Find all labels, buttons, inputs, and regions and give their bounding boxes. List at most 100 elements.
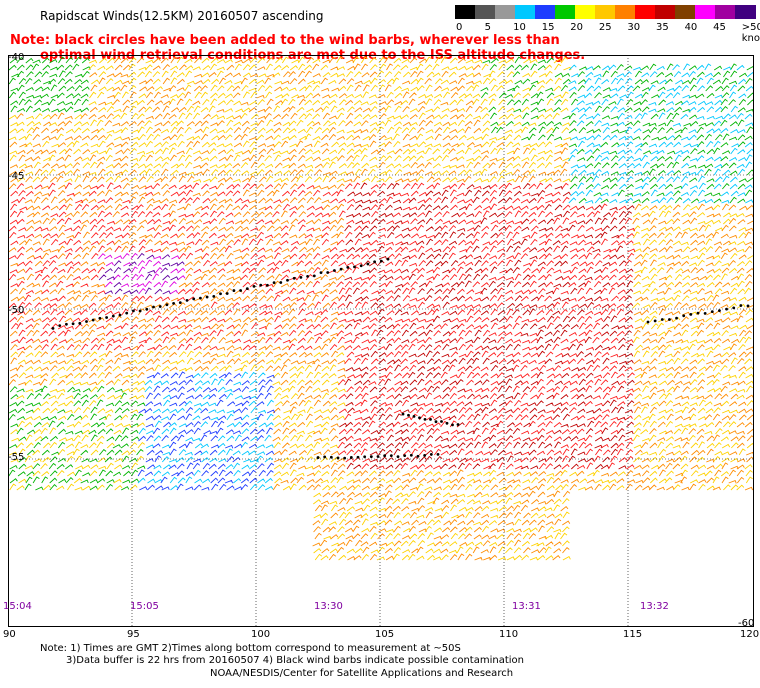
- graticule: [8, 55, 754, 627]
- contamination-dot: [373, 260, 376, 264]
- wind-speed-legend: 0 5 10 15 20 25 30 35 40 45 >50 knots: [455, 5, 760, 44]
- contamination-dot: [710, 310, 714, 313]
- contamination-dot: [445, 421, 449, 425]
- lon-label-105: 105: [375, 629, 395, 640]
- contamination-dot: [339, 267, 343, 271]
- contamination-dot: [245, 287, 249, 291]
- contamination-dot: [660, 318, 664, 321]
- contamination-dot: [329, 455, 333, 459]
- wind-barb-group-mag: [98, 252, 186, 295]
- contamination-dot: [58, 324, 62, 328]
- legend-swatch: [595, 5, 616, 19]
- contamination-dot: [682, 314, 686, 318]
- map-frame: [8, 55, 754, 627]
- contamination-dot: [703, 311, 707, 315]
- lat-label-40: -40: [8, 52, 25, 63]
- time-label-3: 13:30: [314, 601, 343, 612]
- contamination-dot: [199, 296, 202, 300]
- footer-note-2: 3)Data buffer is 22 hrs from 20160507 4)…: [66, 655, 524, 666]
- contamination-dot: [239, 289, 243, 292]
- contamination-dot: [212, 294, 216, 298]
- contamination-dot: [252, 285, 256, 288]
- contamination-dot: [359, 264, 363, 268]
- contamination-dot: [409, 453, 413, 457]
- contamination-dot: [668, 318, 671, 321]
- legend-label: 0: [456, 22, 463, 33]
- contamination-dot: [292, 276, 296, 280]
- legend-swatch: [615, 5, 636, 19]
- contamination-dot: [306, 274, 309, 278]
- contamination-dot: [178, 301, 182, 305]
- contamination-dot: [312, 274, 316, 278]
- wind-barbs: [8, 56, 754, 561]
- contamination-dot: [185, 299, 189, 302]
- contamination-dot: [440, 420, 443, 423]
- lon-label-95: 95: [127, 629, 140, 640]
- contamination-dot: [739, 304, 743, 307]
- contamination-dot: [152, 305, 155, 309]
- contamination-dot: [349, 456, 353, 459]
- wind-barb-group-dred: [338, 182, 635, 470]
- lon-label-120: 120: [740, 629, 760, 640]
- contamination-dot: [653, 319, 657, 323]
- legend-label: 35: [656, 22, 669, 33]
- legend-label: >50 knots: [741, 22, 760, 44]
- contamination-dot: [65, 322, 68, 326]
- note-line-1: Note: black circles have been added to t…: [10, 33, 560, 48]
- wind-barb-group-blue: [137, 371, 276, 491]
- legend-swatch: [675, 5, 696, 19]
- contamination-dot: [118, 313, 122, 317]
- contamination-dot: [418, 416, 421, 420]
- legend-swatch: [515, 5, 536, 19]
- contamination-dot: [219, 292, 222, 296]
- time-label-2: 15:05: [130, 601, 159, 612]
- wind-barb-group-purp: [98, 252, 185, 295]
- contamination-dot: [225, 292, 229, 295]
- wind-barb-group-cyan: [137, 63, 754, 491]
- contamination-dot: [98, 316, 102, 320]
- contamination-dot: [266, 283, 269, 287]
- contamination-dot: [51, 326, 55, 330]
- legend-swatch: [715, 5, 736, 19]
- legend-swatch: [735, 5, 756, 19]
- contamination-dot: [732, 306, 736, 310]
- legend-swatch: [555, 5, 576, 19]
- contamination-dot: [646, 320, 650, 324]
- contamination-dot: [416, 454, 420, 458]
- contamination-dot: [436, 453, 440, 456]
- contamination-dot: [451, 423, 454, 427]
- contamination-dot: [746, 304, 750, 308]
- wind-barb-group-yellow: [8, 56, 754, 561]
- contamination-dot: [132, 309, 135, 313]
- contamination-dot: [336, 456, 340, 460]
- contamination-dot: [172, 301, 176, 305]
- contamination-dot: [366, 262, 370, 266]
- contamination-dot: [138, 309, 142, 313]
- legend-label: 20: [570, 22, 584, 33]
- lon-label-90: 90: [3, 629, 16, 640]
- legend-swatch: [575, 5, 596, 19]
- wind-barb-group-red: [8, 182, 636, 470]
- contamination-dot: [91, 318, 95, 322]
- contamination-dot: [429, 453, 433, 456]
- map-title: Rapidscat Winds(12.5KM) 20160507 ascendi…: [40, 9, 324, 23]
- contamination-dot: [423, 417, 427, 421]
- legend-swatch: [535, 5, 556, 19]
- contamination-dot: [232, 289, 236, 292]
- legend-label: 25: [598, 22, 612, 33]
- contamination-dot: [316, 456, 320, 459]
- lon-label-115: 115: [623, 629, 643, 640]
- legend-label: 15: [541, 22, 555, 33]
- contamination-dot: [286, 278, 289, 282]
- legend-swatch: [455, 5, 476, 19]
- contamination-dot: [71, 322, 75, 326]
- contamination-dot: [319, 271, 323, 275]
- lat-label-60: -60: [738, 618, 755, 629]
- contamination-dot: [401, 412, 405, 416]
- contamination-dot: [158, 305, 162, 308]
- wind-barb-map: [8, 55, 754, 627]
- legend-swatch: [495, 5, 516, 19]
- contamination-dot: [165, 303, 169, 307]
- contamination-dot: [386, 257, 390, 261]
- contamination-dot: [259, 283, 263, 287]
